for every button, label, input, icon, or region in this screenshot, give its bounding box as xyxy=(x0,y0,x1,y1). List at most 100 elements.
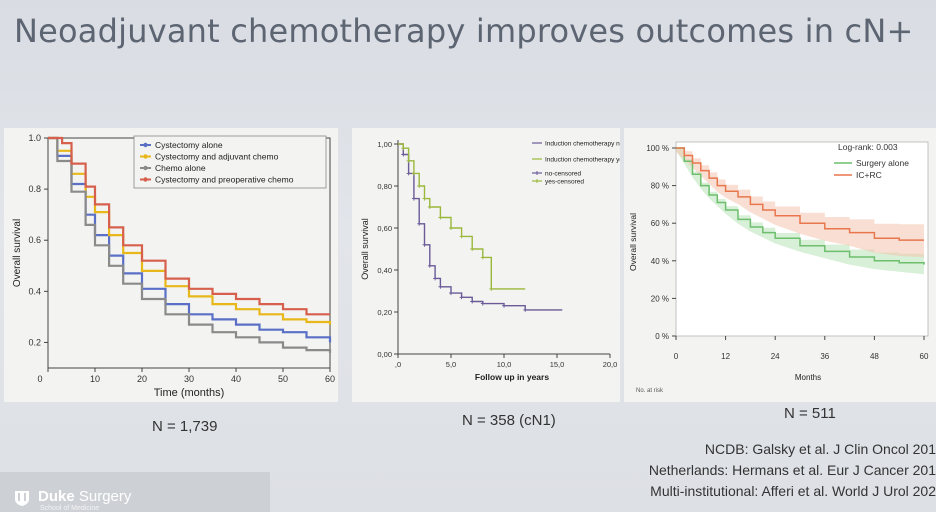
censor-mark xyxy=(449,226,453,230)
y-tick-label: 1,00 xyxy=(377,140,392,149)
censor-mark xyxy=(401,146,406,151)
censor-mark xyxy=(417,221,422,226)
censor-mark xyxy=(523,307,528,312)
legend-box xyxy=(133,135,327,189)
censor-mark xyxy=(449,291,453,296)
x-tick-label: 10 xyxy=(90,374,100,384)
x-tick-label: 36 xyxy=(820,352,829,361)
censor-mark xyxy=(417,184,422,188)
y-tick-label: 100 % xyxy=(646,144,669,153)
x-tick-label: 30 xyxy=(184,374,194,384)
n-label-ncdb: N = 1,739 xyxy=(152,418,218,435)
x-tick-label: 5,0 xyxy=(446,360,456,369)
legend-label: Surgery alone xyxy=(856,158,909,168)
x-tick-label: 10,0 xyxy=(497,360,512,369)
x-axis-label: Time (months) xyxy=(154,387,225,399)
y-tick-label: 0 % xyxy=(655,332,669,341)
legend-marker xyxy=(143,142,148,148)
legend-label: IC+RC xyxy=(856,170,882,180)
y-tick-label: 0,20 xyxy=(377,308,392,317)
censor-mark xyxy=(411,196,416,201)
n-label-netherlands: N = 358 (cN1) xyxy=(462,412,556,429)
x-tick-label: 24 xyxy=(771,352,780,361)
censor-mark xyxy=(438,215,443,220)
slide-title: Neoadjuvant chemotherapy improves outcom… xyxy=(14,12,914,50)
censor-mark xyxy=(480,255,485,260)
legend-label: Chemo alone xyxy=(155,163,206,173)
series-line-1 xyxy=(398,143,563,311)
series-line-4 xyxy=(48,136,330,316)
logo-wordmark: Duke Surgery xyxy=(38,488,131,505)
legend-label: Cystectomy and adjuvant chemo xyxy=(155,152,279,162)
legend-label: Cystectomy alone xyxy=(155,140,223,150)
legend-marker xyxy=(143,177,148,182)
series-line-3 xyxy=(48,136,332,353)
censor-mark xyxy=(470,247,475,251)
censor-mark xyxy=(470,299,475,304)
citation-ncdb: NCDB: Galsky et al. J Clin Oncol 201 xyxy=(704,441,936,457)
censor-mark xyxy=(459,234,464,239)
censor-mark xyxy=(433,276,438,281)
censor-mark xyxy=(489,286,494,291)
y-tick-label: 20 % xyxy=(651,294,669,303)
legend-marker xyxy=(143,165,148,171)
y-axis-label: Overall survival xyxy=(628,213,638,271)
x-tick-label: ,0 xyxy=(395,360,401,369)
legend-label: yes-censored xyxy=(545,179,584,186)
x-tick-label: 40 xyxy=(231,374,241,384)
y-tick-label: 0.6 xyxy=(28,235,41,245)
y-axis-label: Overall survival xyxy=(12,219,23,287)
survival-chart-multi-institutional: 0 % 20 % 40 % 60 % 80 % 100 % 0 12 24 36 48 60 Month… xyxy=(628,141,929,394)
x-axis-label: Follow up in years xyxy=(475,372,549,382)
y-tick-label: 0.4 xyxy=(28,286,41,296)
n-label-multi-institutional: N = 511 xyxy=(784,405,836,422)
legend-marker xyxy=(143,154,148,159)
legend-label: Induction chemotherapy no xyxy=(545,141,620,148)
y-tick-label: 0.2 xyxy=(28,337,41,347)
x-tick-label: 50 xyxy=(278,374,288,384)
y-tick-label: 0,40 xyxy=(377,266,392,275)
y-tick-label: 80 % xyxy=(651,182,669,191)
x-tick-label: 15,0 xyxy=(550,360,565,369)
logo-dept: Surgery xyxy=(78,488,132,505)
censor-mark xyxy=(401,152,406,157)
censor-mark xyxy=(406,171,411,176)
no-at-risk-label: No. at risk xyxy=(636,388,664,394)
y-tick-label: 1.0 xyxy=(28,133,41,143)
y-tick-label: 40 % xyxy=(651,257,669,266)
chart-panel-ncdb: 0.2 0.4 0.6 0.8 1.0 0 10 20 30 40 50 60 Time (months… xyxy=(4,128,338,402)
x-tick-label: 60 xyxy=(325,374,335,384)
censor-mark xyxy=(502,303,506,308)
x-tick-label: 0 xyxy=(37,374,42,384)
censor-mark xyxy=(459,295,464,300)
series-line-1 xyxy=(676,147,925,265)
logo-banner xyxy=(0,472,270,512)
x-tick-label: 20 xyxy=(137,374,147,384)
series-line-2 xyxy=(398,143,526,290)
x-tick-label: 20,0 xyxy=(603,360,618,369)
series-line-2 xyxy=(676,147,924,241)
legend-label: Induction chemotherapy yes xyxy=(545,157,620,164)
censor-mark xyxy=(406,158,411,163)
y-tick-label: 0,60 xyxy=(377,224,392,233)
duke-shield-icon xyxy=(15,491,29,506)
x-tick-label: 0 xyxy=(674,352,679,361)
censor-mark xyxy=(438,284,443,289)
y-tick-label: 0,00 xyxy=(377,350,392,359)
y-tick-label: 0,80 xyxy=(377,182,392,191)
censor-mark xyxy=(411,171,416,176)
legend-label: Cystectomy and preoperative chemo xyxy=(155,175,294,185)
survival-chart-ncdb: 0.2 0.4 0.6 0.8 1.0 0 10 20 30 40 50 60 Time (months… xyxy=(12,133,335,399)
logo-subtitle: School of Medicine xyxy=(40,505,100,512)
x-tick-label: 60 xyxy=(920,352,929,361)
citation-netherlands: Netherlands: Hermans et al. Eur J Cancer… xyxy=(648,462,936,478)
censor-mark xyxy=(422,242,427,247)
x-tick-label: 48 xyxy=(870,352,879,361)
chart-panel-netherlands: 0,00 0,20 0,40 0,60 0,80 1,00 ,0 5,0 10,0 15,0 20,… xyxy=(352,128,620,402)
chart-panel-multi-institutional: 0 % 20 % 40 % 60 % 80 % 100 % 0 12 24 36 48 60 Month… xyxy=(624,128,936,402)
legend-label: no-censored xyxy=(545,171,582,178)
censor-mark xyxy=(427,205,432,209)
citation-multi-institutional: Multi-institutional: Afferi et al. World… xyxy=(650,483,936,499)
x-axis-label: Months xyxy=(795,373,821,382)
censor-mark xyxy=(422,196,427,201)
